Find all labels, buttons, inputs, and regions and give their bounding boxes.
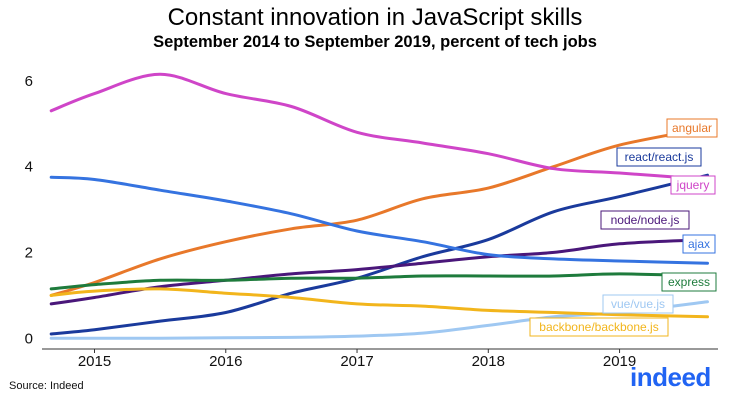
y-tick-label: 4 bbox=[25, 159, 33, 176]
y-tick-label: 0 bbox=[25, 330, 33, 347]
series-label-backbone: backbone/backbone.js bbox=[539, 320, 658, 334]
y-tick-label: 6 bbox=[25, 73, 33, 90]
series-line-ajax bbox=[49, 175, 709, 265]
series-line-jquery bbox=[49, 72, 709, 181]
chart-title: Constant innovation in JavaScript skills bbox=[167, 4, 583, 31]
series-line-backbone bbox=[49, 287, 709, 319]
chart-axes bbox=[42, 348, 718, 353]
label-box-jquery bbox=[670, 175, 716, 195]
series-lines bbox=[49, 72, 709, 340]
x-tick-label: 2017 bbox=[340, 353, 373, 370]
series-label-node: node/node.js bbox=[611, 213, 680, 227]
y-tick-labels: 0 2 4 6 bbox=[25, 73, 33, 348]
x-tick-label: 2016 bbox=[209, 353, 242, 370]
source-note: Source: Indeed bbox=[9, 380, 84, 392]
label-box-vue bbox=[602, 294, 674, 314]
x-tick-label: 2015 bbox=[78, 353, 111, 370]
y-tick-label: 2 bbox=[25, 244, 33, 261]
series-line-angular bbox=[49, 126, 709, 297]
label-box-ajax bbox=[682, 234, 716, 254]
indeed-logo: indeed bbox=[630, 362, 711, 392]
x-tick-labels: 2015 2016 2017 2018 2019 bbox=[78, 353, 636, 370]
chart-subtitle: September 2014 to September 2019, percen… bbox=[153, 33, 597, 51]
label-box-backbone bbox=[529, 317, 669, 337]
series-label-react: react/react.js bbox=[625, 150, 694, 164]
series-line-express bbox=[49, 272, 709, 291]
label-box-react bbox=[616, 147, 702, 167]
label-box-angular bbox=[666, 118, 718, 138]
label-box-node bbox=[600, 210, 690, 230]
x-tick-label: 2018 bbox=[472, 353, 505, 370]
series-labels: angular react/react.js jquery node/node.… bbox=[529, 118, 718, 337]
x-tick-label: 2019 bbox=[603, 353, 636, 370]
series-line-vue bbox=[49, 300, 709, 340]
label-box-express bbox=[661, 272, 717, 292]
series-label-express: express bbox=[668, 275, 710, 289]
series-label-jquery: jquery bbox=[676, 178, 710, 192]
series-label-angular: angular bbox=[672, 121, 712, 135]
series-label-ajax: ajax bbox=[688, 237, 710, 251]
series-label-vue: vue/vue.js bbox=[611, 297, 665, 311]
